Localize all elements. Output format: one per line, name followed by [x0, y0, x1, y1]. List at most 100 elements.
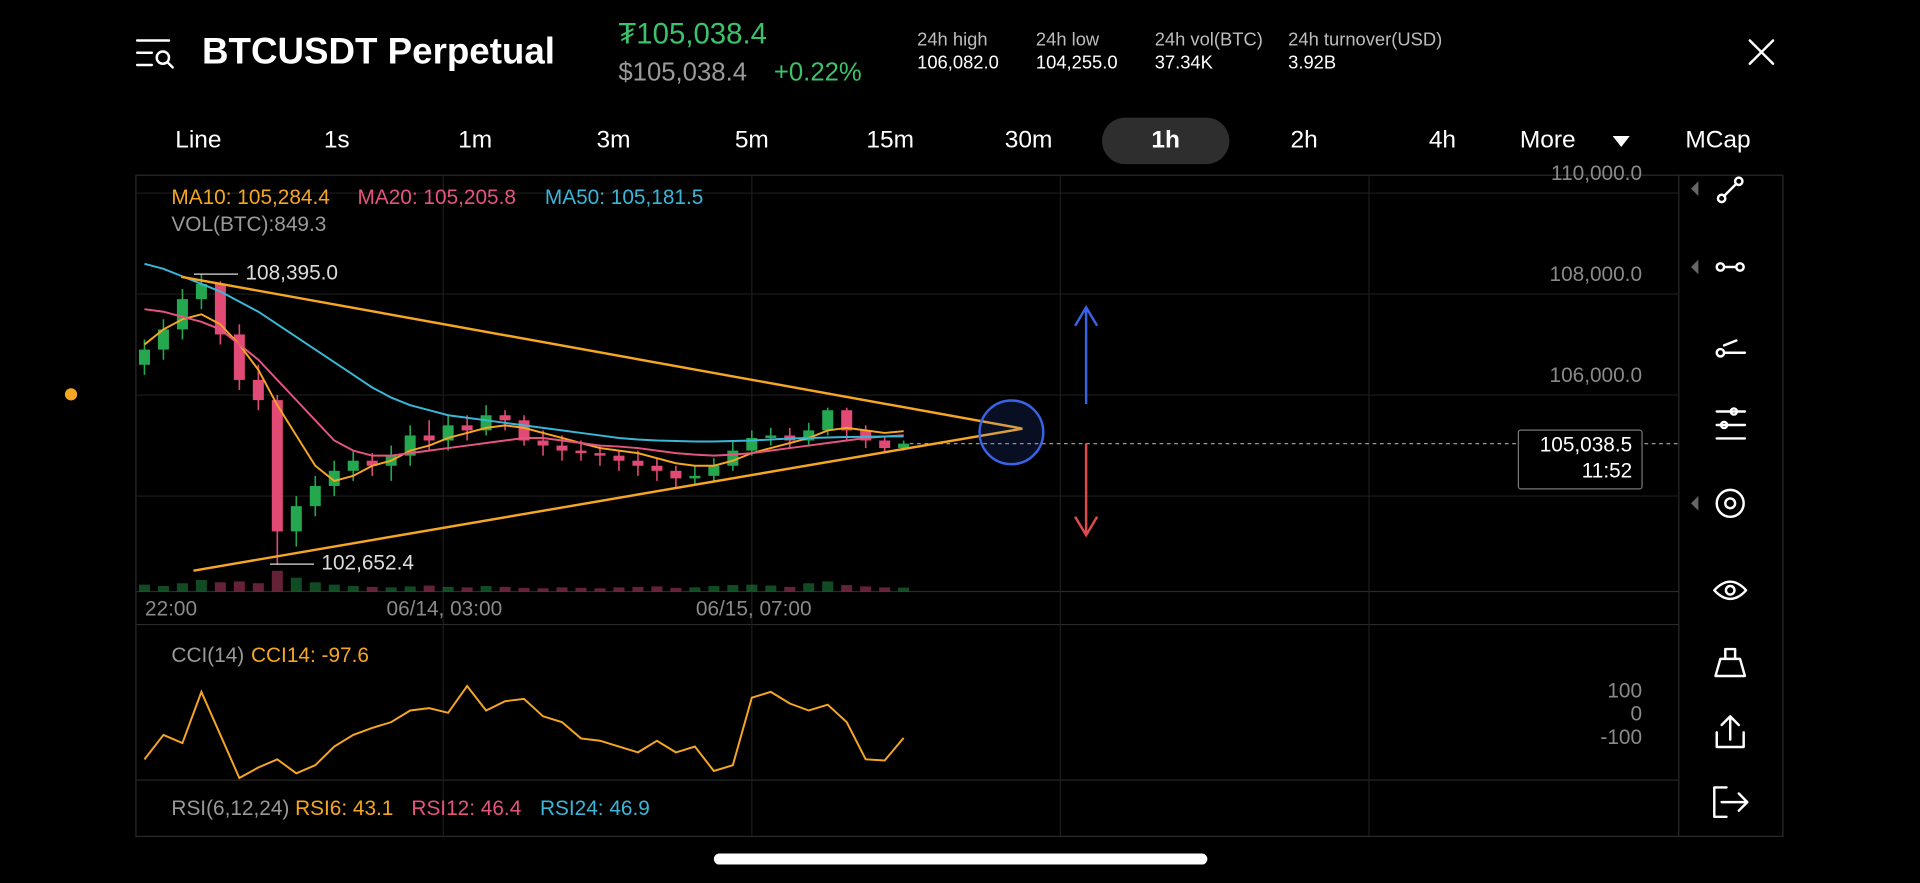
- tool-erase[interactable]: [1714, 647, 1747, 678]
- ma-line: [144, 308, 904, 457]
- volume-bar: [138, 584, 150, 592]
- volume-bar: [784, 586, 796, 592]
- candle-body: [860, 430, 872, 441]
- y-tick-label: 108,000.0: [1550, 263, 1643, 286]
- legend-entry: RSI12: 46.4: [411, 797, 521, 820]
- tool-lines[interactable]: [1715, 407, 1747, 440]
- candle-body: [347, 460, 359, 471]
- volume-bar: [803, 583, 815, 592]
- active-tab-bg: [1102, 117, 1230, 165]
- stats: 24h high 106,082.0 24h low 104,255.0 24h vol…: [917, 28, 1442, 72]
- stat-value: 104,255.0: [1036, 52, 1118, 73]
- volume-bar: [499, 586, 511, 592]
- volume-bar: [385, 587, 397, 592]
- y-tick-label: 0: [1630, 703, 1642, 726]
- menu-search-icon[interactable]: [135, 39, 174, 69]
- tab[interactable]: 30m: [1005, 126, 1053, 153]
- chart-frame: [135, 174, 1784, 838]
- candle-body: [271, 400, 283, 532]
- tab[interactable]: 4h: [1429, 126, 1456, 153]
- volume-bar: [613, 587, 625, 592]
- pane-title: CCI(14): [171, 644, 244, 667]
- tab[interactable]: 1s: [324, 126, 350, 153]
- candle-body: [176, 299, 188, 330]
- legend-entry: MA10: 105,284.4: [171, 186, 329, 209]
- candle-body: [575, 450, 587, 454]
- candle-body: [461, 425, 473, 431]
- y-tick-label: 110,000.0: [1551, 162, 1642, 185]
- cci-line: [143, 684, 905, 780]
- candle-body: [480, 415, 492, 431]
- legend-entry: RSI24: 46.9: [540, 797, 650, 820]
- tool-fib[interactable]: [1715, 339, 1747, 358]
- close-button[interactable]: [1748, 39, 1775, 65]
- stat-value: 3.92B: [1288, 52, 1336, 73]
- candle-body: [803, 430, 815, 441]
- tool-exit[interactable]: [1713, 786, 1749, 819]
- price-axis: 104,000.0106,000.0108,000.0110,000.022:0…: [145, 162, 1679, 620]
- stat-label: 24h low: [1036, 28, 1100, 49]
- drawings[interactable]: [181, 275, 1099, 572]
- stat-label: 24h high: [917, 28, 987, 49]
- candle-body: [746, 437, 758, 451]
- tool-share[interactable]: [1715, 715, 1745, 749]
- candle-body: [309, 485, 321, 507]
- candle-body: [765, 435, 777, 438]
- stat-label: 24h vol(BTC): [1155, 28, 1263, 49]
- low-label: 102,652.4: [321, 552, 414, 575]
- tab[interactable]: 5m: [735, 126, 769, 153]
- candle-body: [537, 440, 549, 446]
- tab[interactable]: 1m: [458, 126, 492, 153]
- candle-body: [404, 435, 416, 456]
- candle-body: [252, 379, 264, 401]
- legend-entry: RSI6: 43.1: [295, 797, 393, 820]
- status-dot: [64, 388, 78, 401]
- tab[interactable]: 2h: [1290, 126, 1317, 153]
- candle-body: [632, 460, 644, 466]
- tool-trendline[interactable]: [1716, 176, 1744, 204]
- candle-body: [233, 334, 245, 380]
- volume-bar: [442, 586, 454, 592]
- volume-bar: [309, 582, 321, 592]
- candle-body: [727, 450, 739, 466]
- candle-body: [157, 329, 169, 350]
- legend-entry: MA50: 105,181.5: [545, 186, 703, 209]
- volume-bar: [537, 588, 549, 592]
- volume-bar: [632, 586, 644, 592]
- tool-shape[interactable]: [1715, 488, 1745, 519]
- volume-bar: [290, 577, 302, 592]
- stat-value: 37.34K: [1155, 52, 1214, 73]
- tab[interactable]: 15m: [866, 126, 914, 153]
- volume-bar: [233, 581, 245, 592]
- toolbar: [1713, 176, 1749, 819]
- volume-bar: [461, 587, 473, 592]
- tab[interactable]: 3m: [596, 126, 630, 153]
- volume-legend: VOL(BTC):849.3: [171, 213, 326, 236]
- candle-body: [290, 506, 302, 532]
- tool-ray[interactable]: [1715, 262, 1745, 272]
- tab[interactable]: Line: [175, 126, 221, 153]
- volume-bar: [841, 585, 853, 592]
- pane-title: RSI(6,12,24): [171, 797, 289, 820]
- volume-bar: [651, 586, 663, 592]
- tab[interactable]: More: [1520, 126, 1576, 153]
- volume-bar: [214, 582, 226, 592]
- tool-visibility[interactable]: [1713, 580, 1748, 601]
- x-tick-label: 06/14, 03:00: [387, 597, 503, 620]
- volume-bar: [575, 587, 587, 592]
- volume-bar: [404, 586, 416, 592]
- volume-bar: [670, 587, 682, 592]
- tab[interactable]: MCap: [1685, 126, 1750, 153]
- candle-body: [138, 349, 150, 365]
- dropdown-caret: [1612, 135, 1630, 148]
- tab-active[interactable]: 1h: [1151, 126, 1180, 153]
- home-indicator: [713, 853, 1208, 865]
- candle-body: [518, 420, 530, 441]
- price-pane: [135, 192, 1679, 592]
- last-price-label: 105,038.5: [1540, 434, 1633, 457]
- volume-bar: [157, 585, 169, 592]
- volume-bar: [822, 581, 834, 592]
- candle-body: [499, 415, 511, 421]
